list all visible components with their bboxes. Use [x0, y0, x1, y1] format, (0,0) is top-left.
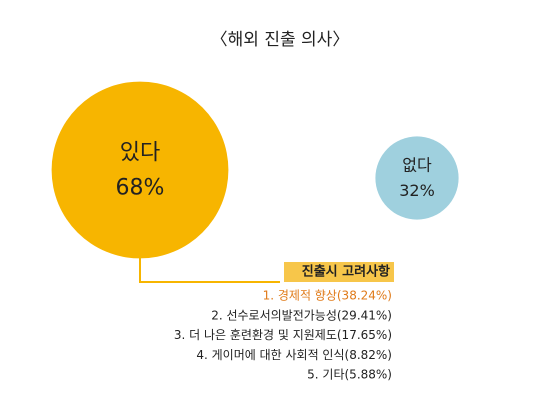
annotation-item: 5. 기타(5.88%)	[307, 368, 392, 382]
bubble-category: 있다	[120, 141, 160, 166]
annotation-highlight	[284, 262, 394, 282]
annotation-title: 진출시 고려사항	[302, 264, 390, 280]
bubble	[51, 81, 229, 259]
annotation-item: 3. 더 나은 훈련환경 및 지원제도(17.65%)	[174, 328, 392, 342]
connector	[139, 258, 280, 283]
annotation-item: 4. 게이머에 대한 사회적 인식(8.82%)	[196, 348, 392, 362]
bubble-category: 없다	[402, 156, 432, 175]
bubble-value-label: 68%	[116, 176, 165, 201]
annotation-item: 1. 경제적 향상(38.24%)	[263, 289, 392, 303]
chart-title: 〈해외 진출 의사〉	[211, 30, 350, 50]
bubble-value-label: 32%	[399, 181, 435, 200]
annotation-item: 2. 선수로서의발전가능성(29.41%)	[211, 308, 392, 322]
bubble	[375, 136, 459, 220]
